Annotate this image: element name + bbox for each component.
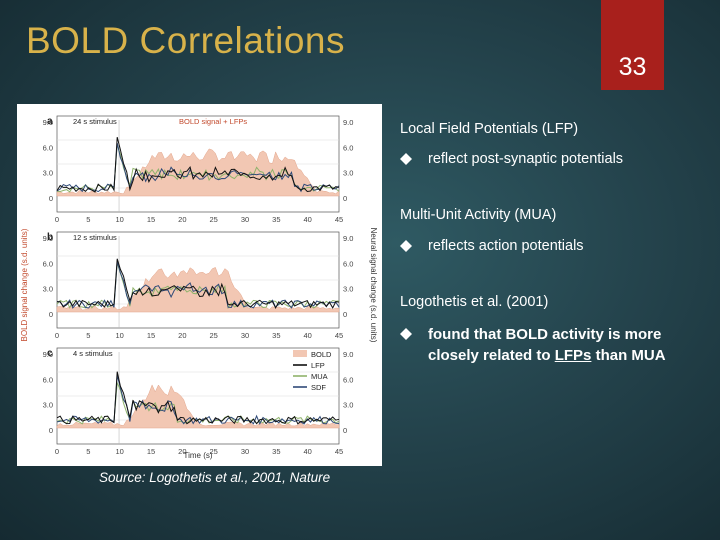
x-axis-label: Time (s) xyxy=(183,451,212,460)
legend-label: BOLD xyxy=(311,350,332,359)
stimulus-label: 24 s stimulus xyxy=(73,117,117,126)
x-tick-label: 15 xyxy=(147,215,155,224)
bold-signal-area xyxy=(56,148,340,197)
x-tick-label: 5 xyxy=(86,447,90,456)
right-tick-label: 0 xyxy=(343,194,347,203)
x-tick-label: 40 xyxy=(303,331,311,340)
x-tick-label: 30 xyxy=(241,447,249,456)
x-tick-label: 45 xyxy=(335,447,343,456)
right-tick-label: 3.0 xyxy=(343,401,353,410)
x-tick-label: 5 xyxy=(86,331,90,340)
legend-label: MUA xyxy=(311,372,328,381)
panel-letter: a xyxy=(47,116,53,127)
panel-header: BOLD signal + LFPs xyxy=(179,117,247,126)
x-tick-label: 20 xyxy=(178,447,186,456)
right-tick-label: 9.0 xyxy=(343,350,353,359)
bullet-diamond-icon xyxy=(400,153,412,165)
finding-lfps-underlined: LFPs xyxy=(554,347,592,364)
finding-text: found that BOLD activity is more closely… xyxy=(428,324,666,366)
panel-letter: c xyxy=(47,348,53,359)
bullet-diamond-icon xyxy=(400,240,412,252)
lfp-trace xyxy=(56,136,340,193)
x-tick-label: 10 xyxy=(115,215,123,224)
lfp-trace xyxy=(57,258,340,309)
left-tick-label: 6.0 xyxy=(43,375,53,384)
x-tick-label: 40 xyxy=(303,215,311,224)
left-tick-label: 0 xyxy=(49,426,53,435)
x-tick-label: 20 xyxy=(178,331,186,340)
right-tick-label: 6.0 xyxy=(343,143,353,152)
right-tick-label: 9.0 xyxy=(343,118,353,127)
x-tick-label: 20 xyxy=(178,215,186,224)
figure-caption: Source: Logothetis et al., 2001, Nature xyxy=(99,470,331,485)
finding-bullet: found that BOLD activity is more closely… xyxy=(400,324,666,366)
x-tick-label: 30 xyxy=(241,215,249,224)
panel-letter: b xyxy=(47,232,53,243)
x-tick-label: 45 xyxy=(335,215,343,224)
lfp-heading: Local Field Potentials (LFP) xyxy=(400,121,579,137)
sdf-trace xyxy=(56,375,340,425)
left-tick-label: 0 xyxy=(49,310,53,319)
x-tick-label: 40 xyxy=(303,447,311,456)
left-tick-label: 3.0 xyxy=(43,401,53,410)
lfp-bullet-text: reflect post-synaptic potentials xyxy=(428,151,624,167)
lfp-trace xyxy=(56,371,340,425)
stimulus-label: 4 s stimulus xyxy=(73,349,113,358)
x-tick-label: 35 xyxy=(272,447,280,456)
x-tick-label: 25 xyxy=(209,215,217,224)
left-tick-label: 9.0 xyxy=(43,118,53,127)
right-tick-label: 3.0 xyxy=(343,285,353,294)
right-tick-label: 3.0 xyxy=(343,169,353,178)
page-number-box: 33 xyxy=(601,0,664,90)
neural-bold-figure: 9.0 6.0 3.0 0 9.0 6.0 3.0 0 0 5 10 15 20 25 30 35 40 45 a 2… xyxy=(20,115,378,460)
mua-bullet-text: reflects action potentials xyxy=(428,238,584,254)
right-axis-label: Neural signal change (s.d. units) xyxy=(369,228,378,343)
left-tick-label: 3.0 xyxy=(43,285,53,294)
x-tick-label: 0 xyxy=(55,331,59,340)
right-tick-label: 6.0 xyxy=(343,375,353,384)
page-number: 33 xyxy=(618,53,647,81)
left-tick-label: 3.0 xyxy=(43,169,53,178)
left-tick-label: 9.0 xyxy=(43,350,53,359)
lfp-bullet: reflect post-synaptic potentials xyxy=(400,151,623,167)
legend-label: LFP xyxy=(311,361,325,370)
x-tick-label: 35 xyxy=(272,331,280,340)
x-tick-label: 0 xyxy=(55,215,59,224)
x-tick-label: 5 xyxy=(86,215,90,224)
finding-line-2-suffix: than MUA xyxy=(591,347,666,364)
finding-line-1: found that BOLD activity is more xyxy=(428,326,662,343)
x-tick-label: 10 xyxy=(115,447,123,456)
right-tick-label: 0 xyxy=(343,426,347,435)
stimulus-label: 12 s stimulus xyxy=(73,233,117,242)
finding-line-2-prefix: closely related to xyxy=(428,347,555,364)
left-axis-label: BOLD signal change (s.d. units) xyxy=(20,228,29,341)
finding-line-2: closely related to LFPs than MUA xyxy=(428,345,666,366)
x-tick-label: 0 xyxy=(55,447,59,456)
figure-image: 9.0 6.0 3.0 0 9.0 6.0 3.0 0 0 5 10 15 20 25 30 35 40 45 a 2… xyxy=(17,104,382,466)
x-tick-label: 30 xyxy=(241,331,249,340)
right-tick-label: 6.0 xyxy=(343,259,353,268)
legend-swatch xyxy=(293,350,307,357)
right-tick-label: 9.0 xyxy=(343,234,353,243)
left-tick-label: 6.0 xyxy=(43,259,53,268)
mua-heading: Multi-Unit Activity (MUA) xyxy=(400,207,557,223)
x-tick-label: 25 xyxy=(209,331,217,340)
left-tick-label: 9.0 xyxy=(43,234,53,243)
right-tick-label: 0 xyxy=(343,310,347,319)
mua-trace xyxy=(56,380,340,425)
legend-label: SDF xyxy=(311,383,326,392)
left-tick-label: 0 xyxy=(49,194,53,203)
x-tick-label: 45 xyxy=(335,331,343,340)
paper-heading: Logothetis et al. (2001) xyxy=(400,294,549,310)
slide-title: BOLD Correlations xyxy=(26,20,346,61)
bullet-diamond-icon xyxy=(400,328,412,340)
x-tick-label: 35 xyxy=(272,215,280,224)
x-tick-label: 10 xyxy=(115,331,123,340)
x-tick-label: 15 xyxy=(147,331,155,340)
x-tick-label: 25 xyxy=(209,447,217,456)
mua-bullet: reflects action potentials xyxy=(400,238,584,254)
sdf-trace xyxy=(56,261,340,309)
x-tick-label: 15 xyxy=(147,447,155,456)
left-tick-label: 6.0 xyxy=(43,143,53,152)
